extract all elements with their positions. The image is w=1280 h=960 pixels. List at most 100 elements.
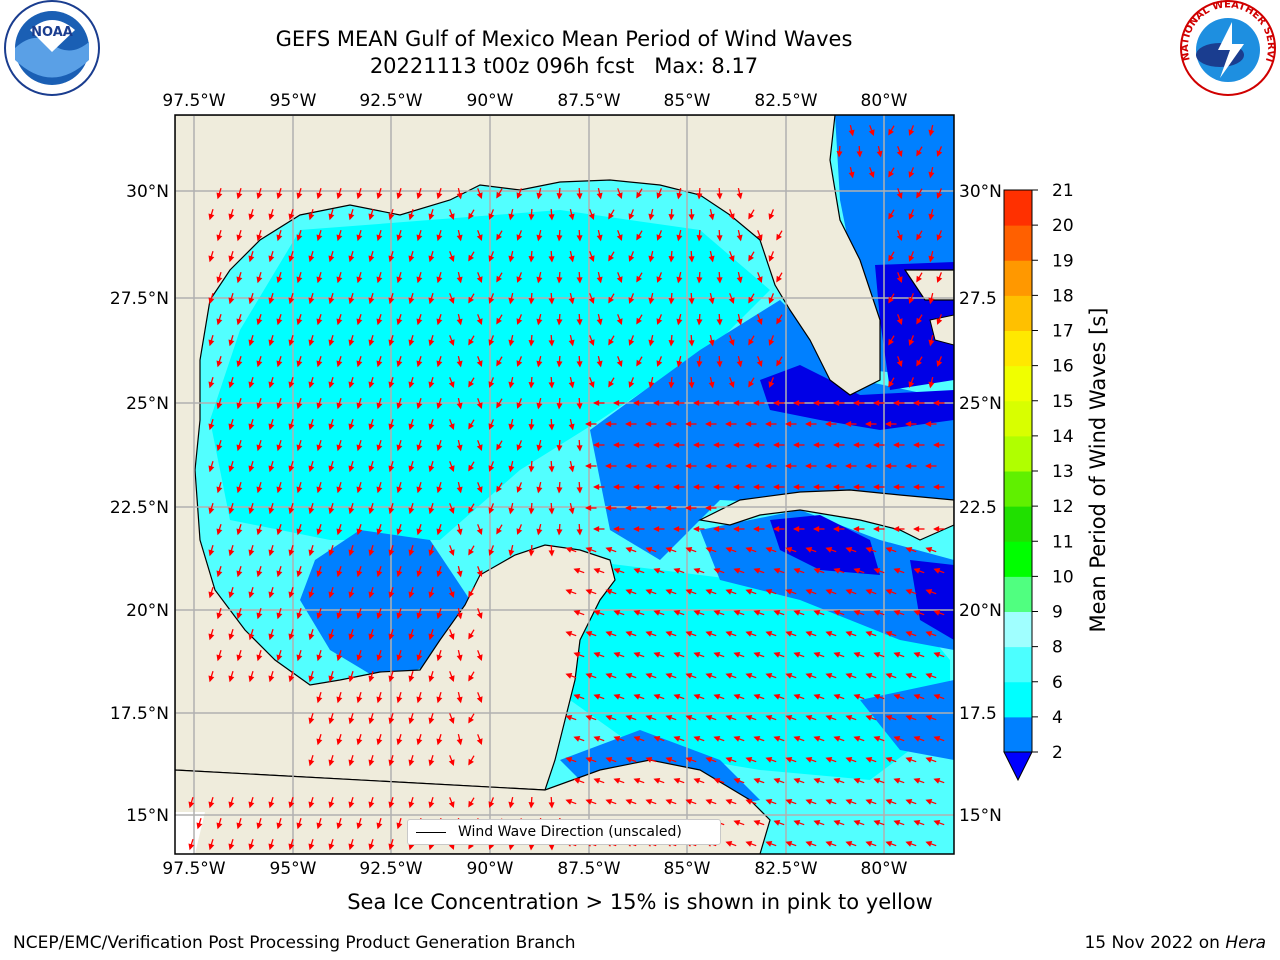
wind-arrow-head xyxy=(693,778,701,784)
map-gridlines xyxy=(175,115,954,854)
wind-arrow-head xyxy=(408,717,415,725)
wind-arrow-head xyxy=(605,420,612,428)
wind-arrow-head xyxy=(396,234,403,242)
wind-arrow-head xyxy=(328,507,335,515)
wind-arrow-head xyxy=(665,547,673,553)
wind-arrow-head xyxy=(625,799,633,805)
wind-arrow-head xyxy=(576,445,583,452)
wind-arrow-head xyxy=(376,528,383,536)
wind-arrow-head xyxy=(588,297,595,305)
wind-arrow-head xyxy=(736,192,743,200)
wind-arrow-head xyxy=(596,234,603,242)
wind-arrow-head xyxy=(296,318,303,326)
wind-arrow-head xyxy=(268,633,275,641)
wind-arrow-head xyxy=(753,652,761,658)
wind-arrow-head xyxy=(556,193,563,200)
wind-arrow-head xyxy=(328,759,335,767)
wind-arrow-head xyxy=(625,420,632,428)
wind-arrow-head xyxy=(725,715,733,721)
wind-arrow-head xyxy=(693,399,700,407)
ocean-deep-straits xyxy=(760,365,954,430)
wind-arrow-head xyxy=(456,696,463,704)
wind-arrow-head xyxy=(328,843,335,851)
land-bahamas xyxy=(929,314,954,346)
wind-arrow-head xyxy=(768,339,775,346)
wind-arrow-head xyxy=(845,547,853,553)
wind-arrow-head xyxy=(248,255,255,263)
ocean-deep-southeast xyxy=(910,560,954,640)
wind-arrow-head xyxy=(656,234,663,241)
wind-arrow-head xyxy=(228,297,235,305)
wind-arrow-head xyxy=(476,654,483,662)
wind-arrow-head xyxy=(208,297,215,305)
wind-arrow-head xyxy=(868,171,875,179)
wind-arrow-head xyxy=(336,402,343,410)
wind-arrow-head xyxy=(648,339,655,347)
wind-arrow-head xyxy=(488,423,495,430)
wind-arrow-head xyxy=(576,193,583,200)
wind-arrow-head xyxy=(633,483,640,491)
wind-arrow-head xyxy=(548,298,555,305)
wind-arrow-head xyxy=(873,483,880,491)
lon-label: 95°W xyxy=(270,91,317,111)
wind-arrow-head xyxy=(853,525,860,533)
wind-arrow-head xyxy=(745,715,753,721)
wind-arrow-head xyxy=(356,402,363,410)
colorbar-tick-label: 13 xyxy=(1052,462,1074,482)
wind-arrow-head xyxy=(853,694,861,700)
wind-arrow-head xyxy=(593,483,600,491)
wind-arrow-head xyxy=(456,528,463,536)
wind-arrow-head xyxy=(673,652,681,658)
colorbar-segment xyxy=(1004,260,1032,296)
wind-arrow-head xyxy=(556,403,563,410)
wind-arrow-head xyxy=(568,507,575,515)
wind-arrow-head xyxy=(308,549,315,557)
wind-arrow-head xyxy=(588,381,595,389)
latitude-labels-left: 30°N 27.5°N 25°N 22.5°N 20°N 17.5°N 15°N xyxy=(110,182,169,826)
wind-arrow-head xyxy=(448,675,455,683)
wind-arrow-head xyxy=(656,192,663,199)
map-subtitle: 20221113 t00z 096h fcst Max: 8.17 xyxy=(369,54,759,78)
wind-arrow-head xyxy=(685,673,693,679)
wind-arrow-head xyxy=(288,465,295,473)
wind-arrow-head xyxy=(348,297,355,305)
lon-label: 90°W xyxy=(467,859,514,879)
wind-arrow-head xyxy=(708,381,715,389)
wind-arrow-head xyxy=(548,214,555,221)
wind-arrow-head xyxy=(216,444,223,452)
wind-arrow-head xyxy=(925,462,932,470)
wind-arrow-head xyxy=(705,589,713,595)
wind-arrow-head xyxy=(888,338,894,346)
wind-arrow-head xyxy=(893,778,901,784)
wind-arrow-head xyxy=(436,276,443,284)
wind-arrow-head xyxy=(516,486,523,493)
wind-arrow-head xyxy=(316,276,323,284)
wind-arrow-head xyxy=(873,820,881,826)
wind-arrow-head xyxy=(468,422,474,430)
wind-arrow-head xyxy=(336,318,343,326)
wind-arrow-head xyxy=(396,360,403,368)
wind-arrow-head xyxy=(745,420,752,428)
wind-arrow-head xyxy=(496,191,502,199)
wind-arrow-head xyxy=(248,339,255,347)
wind-arrow-head xyxy=(565,547,573,553)
wind-arrow-head xyxy=(736,276,743,284)
wind-arrow-head xyxy=(693,568,701,574)
wind-arrow-head xyxy=(208,381,215,389)
wind-arrow-head xyxy=(468,212,474,220)
lat-label: 15°N xyxy=(959,806,1002,826)
wind-arrow-head xyxy=(668,298,675,305)
wind-arrow-head xyxy=(396,276,403,284)
wind-arrow-head xyxy=(696,235,703,242)
wind-arrow-head xyxy=(368,381,375,389)
wind-arrow-head xyxy=(613,525,620,533)
wind-arrow-head xyxy=(753,441,760,449)
wind-arrow-head xyxy=(608,296,614,304)
wind-arrow-head xyxy=(428,591,435,599)
wind-arrow-head xyxy=(368,255,375,263)
wind-arrow-head xyxy=(673,736,681,742)
wind-arrow-head xyxy=(276,192,283,200)
colorbar-tick-label: 20 xyxy=(1052,216,1074,236)
wind-arrow-head xyxy=(585,799,593,805)
wind-arrow-head xyxy=(685,715,693,721)
